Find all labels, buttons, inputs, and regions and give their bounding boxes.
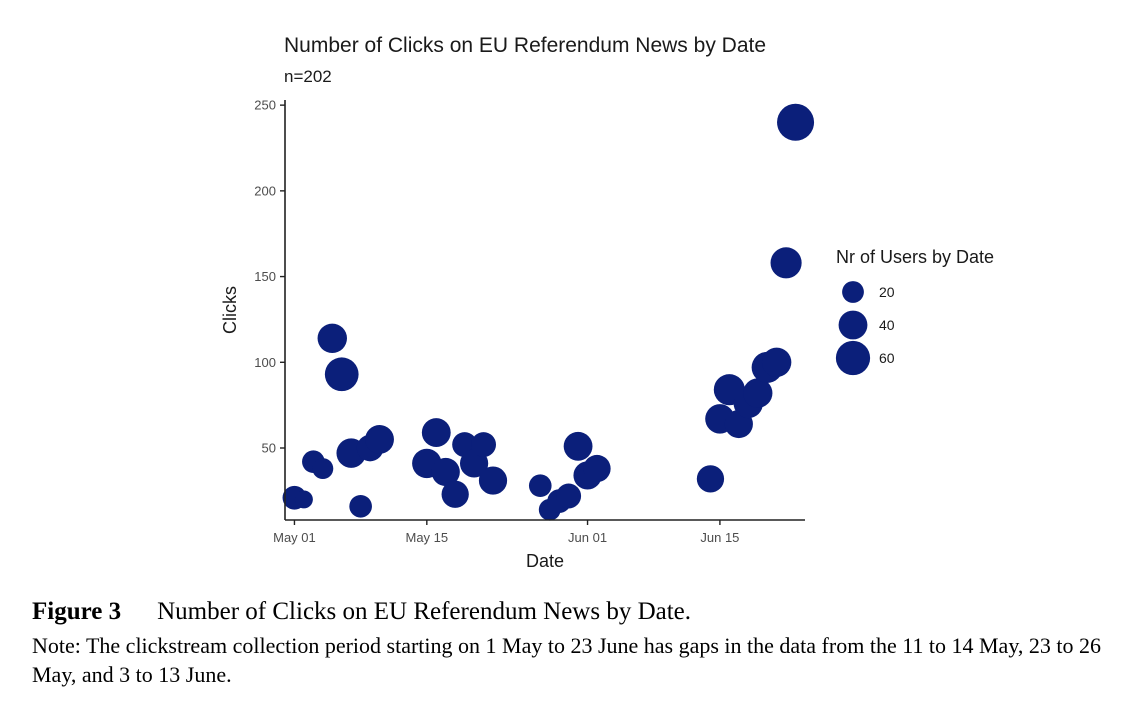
x-axis-title: Date (526, 551, 564, 571)
chart-title: Number of Clicks on EU Referendum News b… (284, 34, 766, 57)
chart-subtitle: n=202 (284, 67, 332, 86)
data-point (556, 483, 582, 509)
data-point (317, 323, 347, 353)
points-layer (282, 103, 815, 521)
y-tick-label: 200 (254, 183, 276, 198)
data-point (294, 490, 313, 509)
data-point (441, 480, 469, 508)
figure-title: Number of Clicks on EU Referendum News b… (157, 598, 692, 625)
x-tick-label: May 01 (273, 530, 316, 545)
y-tick-label: 250 (254, 98, 276, 113)
y-axis-title: Clicks (220, 286, 240, 334)
data-point (349, 494, 372, 518)
y-tick-label: 100 (254, 355, 276, 370)
figure-note: Note: The clickstream collection period … (32, 633, 1102, 687)
y-tick-label: 50 (262, 441, 276, 456)
data-point (777, 103, 815, 141)
legend-key (838, 310, 868, 340)
data-point (528, 474, 552, 498)
data-point (770, 247, 802, 279)
data-point (696, 465, 725, 493)
data-point (743, 378, 773, 408)
data-point (478, 466, 508, 495)
figure-label: Figure 3 (32, 598, 122, 625)
scatter-chart: Number of Clicks on EU Referendum News b… (220, 34, 994, 571)
data-point (312, 458, 334, 480)
data-point (583, 454, 611, 483)
legend-key (835, 340, 871, 376)
size-legend: Nr of Users by Date 20 40 60 (835, 247, 994, 376)
data-point (563, 431, 593, 461)
data-point (431, 457, 460, 487)
data-point (471, 432, 496, 458)
legend-label: 40 (879, 317, 895, 333)
data-point (761, 347, 792, 377)
legend-key (842, 281, 864, 303)
x-tick-label: Jun 15 (700, 530, 739, 545)
x-tick-label: May 15 (405, 530, 448, 545)
figure-caption: Figure 3 Number of Clicks on EU Referendu… (32, 595, 1122, 689)
axis-ticks: 50 100 150 200 250 May 01 May 15 Jun 01 Jun 15 (254, 98, 739, 545)
legend-title: Nr of Users by Date (836, 247, 994, 267)
data-point (365, 425, 394, 454)
y-tick-label: 150 (254, 269, 276, 284)
x-tick-label: Jun 01 (568, 530, 607, 545)
data-point (324, 357, 359, 392)
legend-label: 60 (879, 350, 895, 366)
data-point (421, 418, 451, 447)
legend-label: 20 (879, 284, 895, 300)
